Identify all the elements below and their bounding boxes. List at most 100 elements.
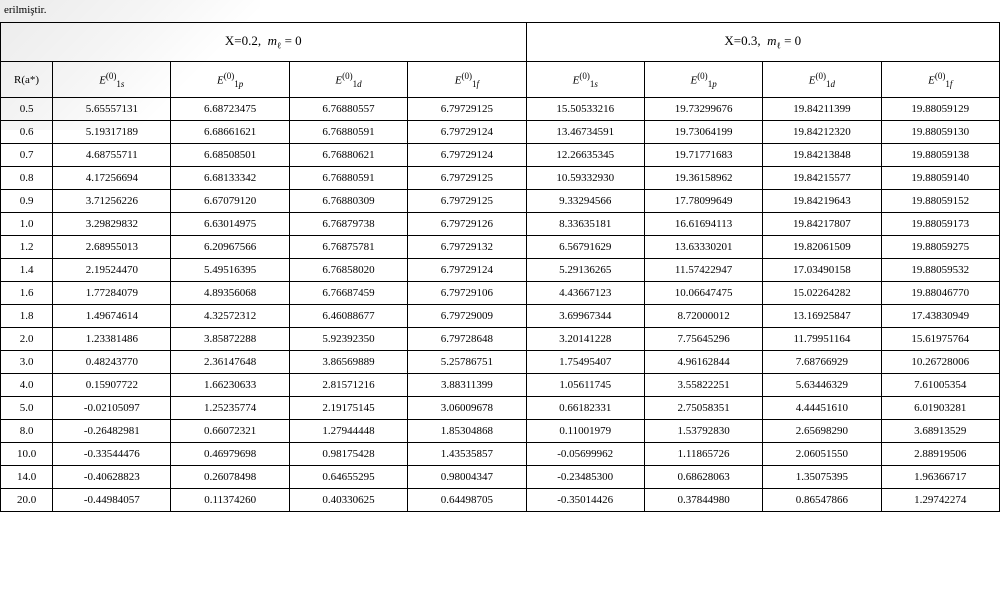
value-cell: 11.79951164 [763, 328, 881, 351]
value-cell: 16.61694113 [644, 213, 762, 236]
value-cell: 17.43830949 [881, 305, 999, 328]
value-cell: 3.06009678 [408, 397, 526, 420]
value-cell: 8.72000012 [644, 305, 762, 328]
value-cell: 3.55822251 [644, 374, 762, 397]
r-cell: 1.2 [1, 236, 53, 259]
table-row: 1.61.772840794.893560686.766874596.79729… [1, 282, 1000, 305]
value-cell: 19.84211399 [763, 98, 881, 121]
value-cell: 15.50533216 [526, 98, 644, 121]
value-cell: 2.81571216 [289, 374, 407, 397]
value-cell: 19.88059140 [881, 167, 999, 190]
value-cell: 1.29742274 [881, 489, 999, 512]
value-cell: 0.37844980 [644, 489, 762, 512]
value-cell: 6.79729125 [408, 167, 526, 190]
value-cell: 2.36147648 [171, 351, 289, 374]
value-cell: 4.44451610 [763, 397, 881, 420]
r-cell: 0.8 [1, 167, 53, 190]
value-cell: 17.78099649 [644, 190, 762, 213]
value-cell: 6.76880309 [289, 190, 407, 213]
value-cell: 0.48243770 [53, 351, 171, 374]
value-cell: 1.35075395 [763, 466, 881, 489]
value-cell: -0.35014426 [526, 489, 644, 512]
value-cell: 19.36158962 [644, 167, 762, 190]
table-row: 14.0-0.406288230.260784980.646552950.980… [1, 466, 1000, 489]
value-cell: 19.73064199 [644, 121, 762, 144]
value-cell: 3.88311399 [408, 374, 526, 397]
value-cell: 6.76880621 [289, 144, 407, 167]
value-cell: 6.79729126 [408, 213, 526, 236]
r-cell: 0.9 [1, 190, 53, 213]
r-cell: 0.5 [1, 98, 53, 121]
r-cell: 1.4 [1, 259, 53, 282]
value-cell: 0.98004347 [408, 466, 526, 489]
value-cell: 19.82061509 [763, 236, 881, 259]
table-row: 0.65.193171896.686616216.768805916.79729… [1, 121, 1000, 144]
value-cell: 8.33635181 [526, 213, 644, 236]
value-cell: 11.57422947 [644, 259, 762, 282]
value-cell: 6.01903281 [881, 397, 999, 420]
value-cell: 3.68913529 [881, 420, 999, 443]
r-cell: 4.0 [1, 374, 53, 397]
value-cell: 5.49516395 [171, 259, 289, 282]
value-cell: 5.92392350 [289, 328, 407, 351]
r-cell: 1.0 [1, 213, 53, 236]
value-cell: 0.66072321 [171, 420, 289, 443]
value-cell: 1.11865726 [644, 443, 762, 466]
value-cell: 19.71771683 [644, 144, 762, 167]
value-cell: 19.84213848 [763, 144, 881, 167]
value-cell: 1.53792830 [644, 420, 762, 443]
first-col-header: R(a*) [1, 61, 53, 98]
value-cell: 6.79729124 [408, 121, 526, 144]
value-cell: 19.88059275 [881, 236, 999, 259]
value-cell: 4.89356068 [171, 282, 289, 305]
value-cell: -0.26482981 [53, 420, 171, 443]
value-cell: 19.88059532 [881, 259, 999, 282]
section-header-left: X=0.2, mℓ = 0 [1, 23, 527, 62]
value-cell: -0.33544476 [53, 443, 171, 466]
value-cell: 6.46088677 [289, 305, 407, 328]
value-cell: 7.61005354 [881, 374, 999, 397]
r-cell: 3.0 [1, 351, 53, 374]
value-cell: 1.77284079 [53, 282, 171, 305]
table-row: 0.84.172566946.681333426.768805916.79729… [1, 167, 1000, 190]
value-cell: -0.02105097 [53, 397, 171, 420]
value-cell: 0.86547866 [763, 489, 881, 512]
table-body: 0.55.655571316.687234756.768805576.79729… [1, 98, 1000, 512]
value-cell: 6.76880591 [289, 121, 407, 144]
r-cell: 8.0 [1, 420, 53, 443]
value-cell: 6.79729132 [408, 236, 526, 259]
value-cell: 13.63330201 [644, 236, 762, 259]
value-cell: 6.79729125 [408, 98, 526, 121]
value-cell: 1.43535857 [408, 443, 526, 466]
value-cell: 0.11374260 [171, 489, 289, 512]
value-cell: 6.68508501 [171, 144, 289, 167]
value-cell: 10.59332930 [526, 167, 644, 190]
value-cell: 15.61975764 [881, 328, 999, 351]
table-row: 0.93.712562266.670791206.768803096.79729… [1, 190, 1000, 213]
value-cell: 6.68723475 [171, 98, 289, 121]
r-cell: 1.6 [1, 282, 53, 305]
table-row: 1.22.689550136.209675666.768757816.79729… [1, 236, 1000, 259]
value-cell: 1.23381486 [53, 328, 171, 351]
value-cell: 3.20141228 [526, 328, 644, 351]
section-header-row: X=0.2, mℓ = 0 X=0.3, mℓ = 0 [1, 23, 1000, 62]
value-cell: 19.84219643 [763, 190, 881, 213]
value-cell: 3.86569889 [289, 351, 407, 374]
value-cell: 19.84212320 [763, 121, 881, 144]
value-cell: 6.76879738 [289, 213, 407, 236]
section-header-right: X=0.3, mℓ = 0 [526, 23, 999, 62]
value-cell: 7.75645296 [644, 328, 762, 351]
value-cell: 6.79728648 [408, 328, 526, 351]
value-cell: 2.19175145 [289, 397, 407, 420]
value-cell: 5.63446329 [763, 374, 881, 397]
value-cell: 5.25786751 [408, 351, 526, 374]
value-cell: 6.79729124 [408, 144, 526, 167]
value-cell: 6.76875781 [289, 236, 407, 259]
value-cell: 19.88059129 [881, 98, 999, 121]
r-cell: 2.0 [1, 328, 53, 351]
col-header-e1p-1: E(0)1p [171, 61, 289, 98]
table-row: 0.55.655571316.687234756.768805576.79729… [1, 98, 1000, 121]
data-table: X=0.2, mℓ = 0 X=0.3, mℓ = 0 R(a*) E(0)1s… [0, 22, 1000, 512]
value-cell: 19.88059138 [881, 144, 999, 167]
value-cell: 6.79729125 [408, 190, 526, 213]
